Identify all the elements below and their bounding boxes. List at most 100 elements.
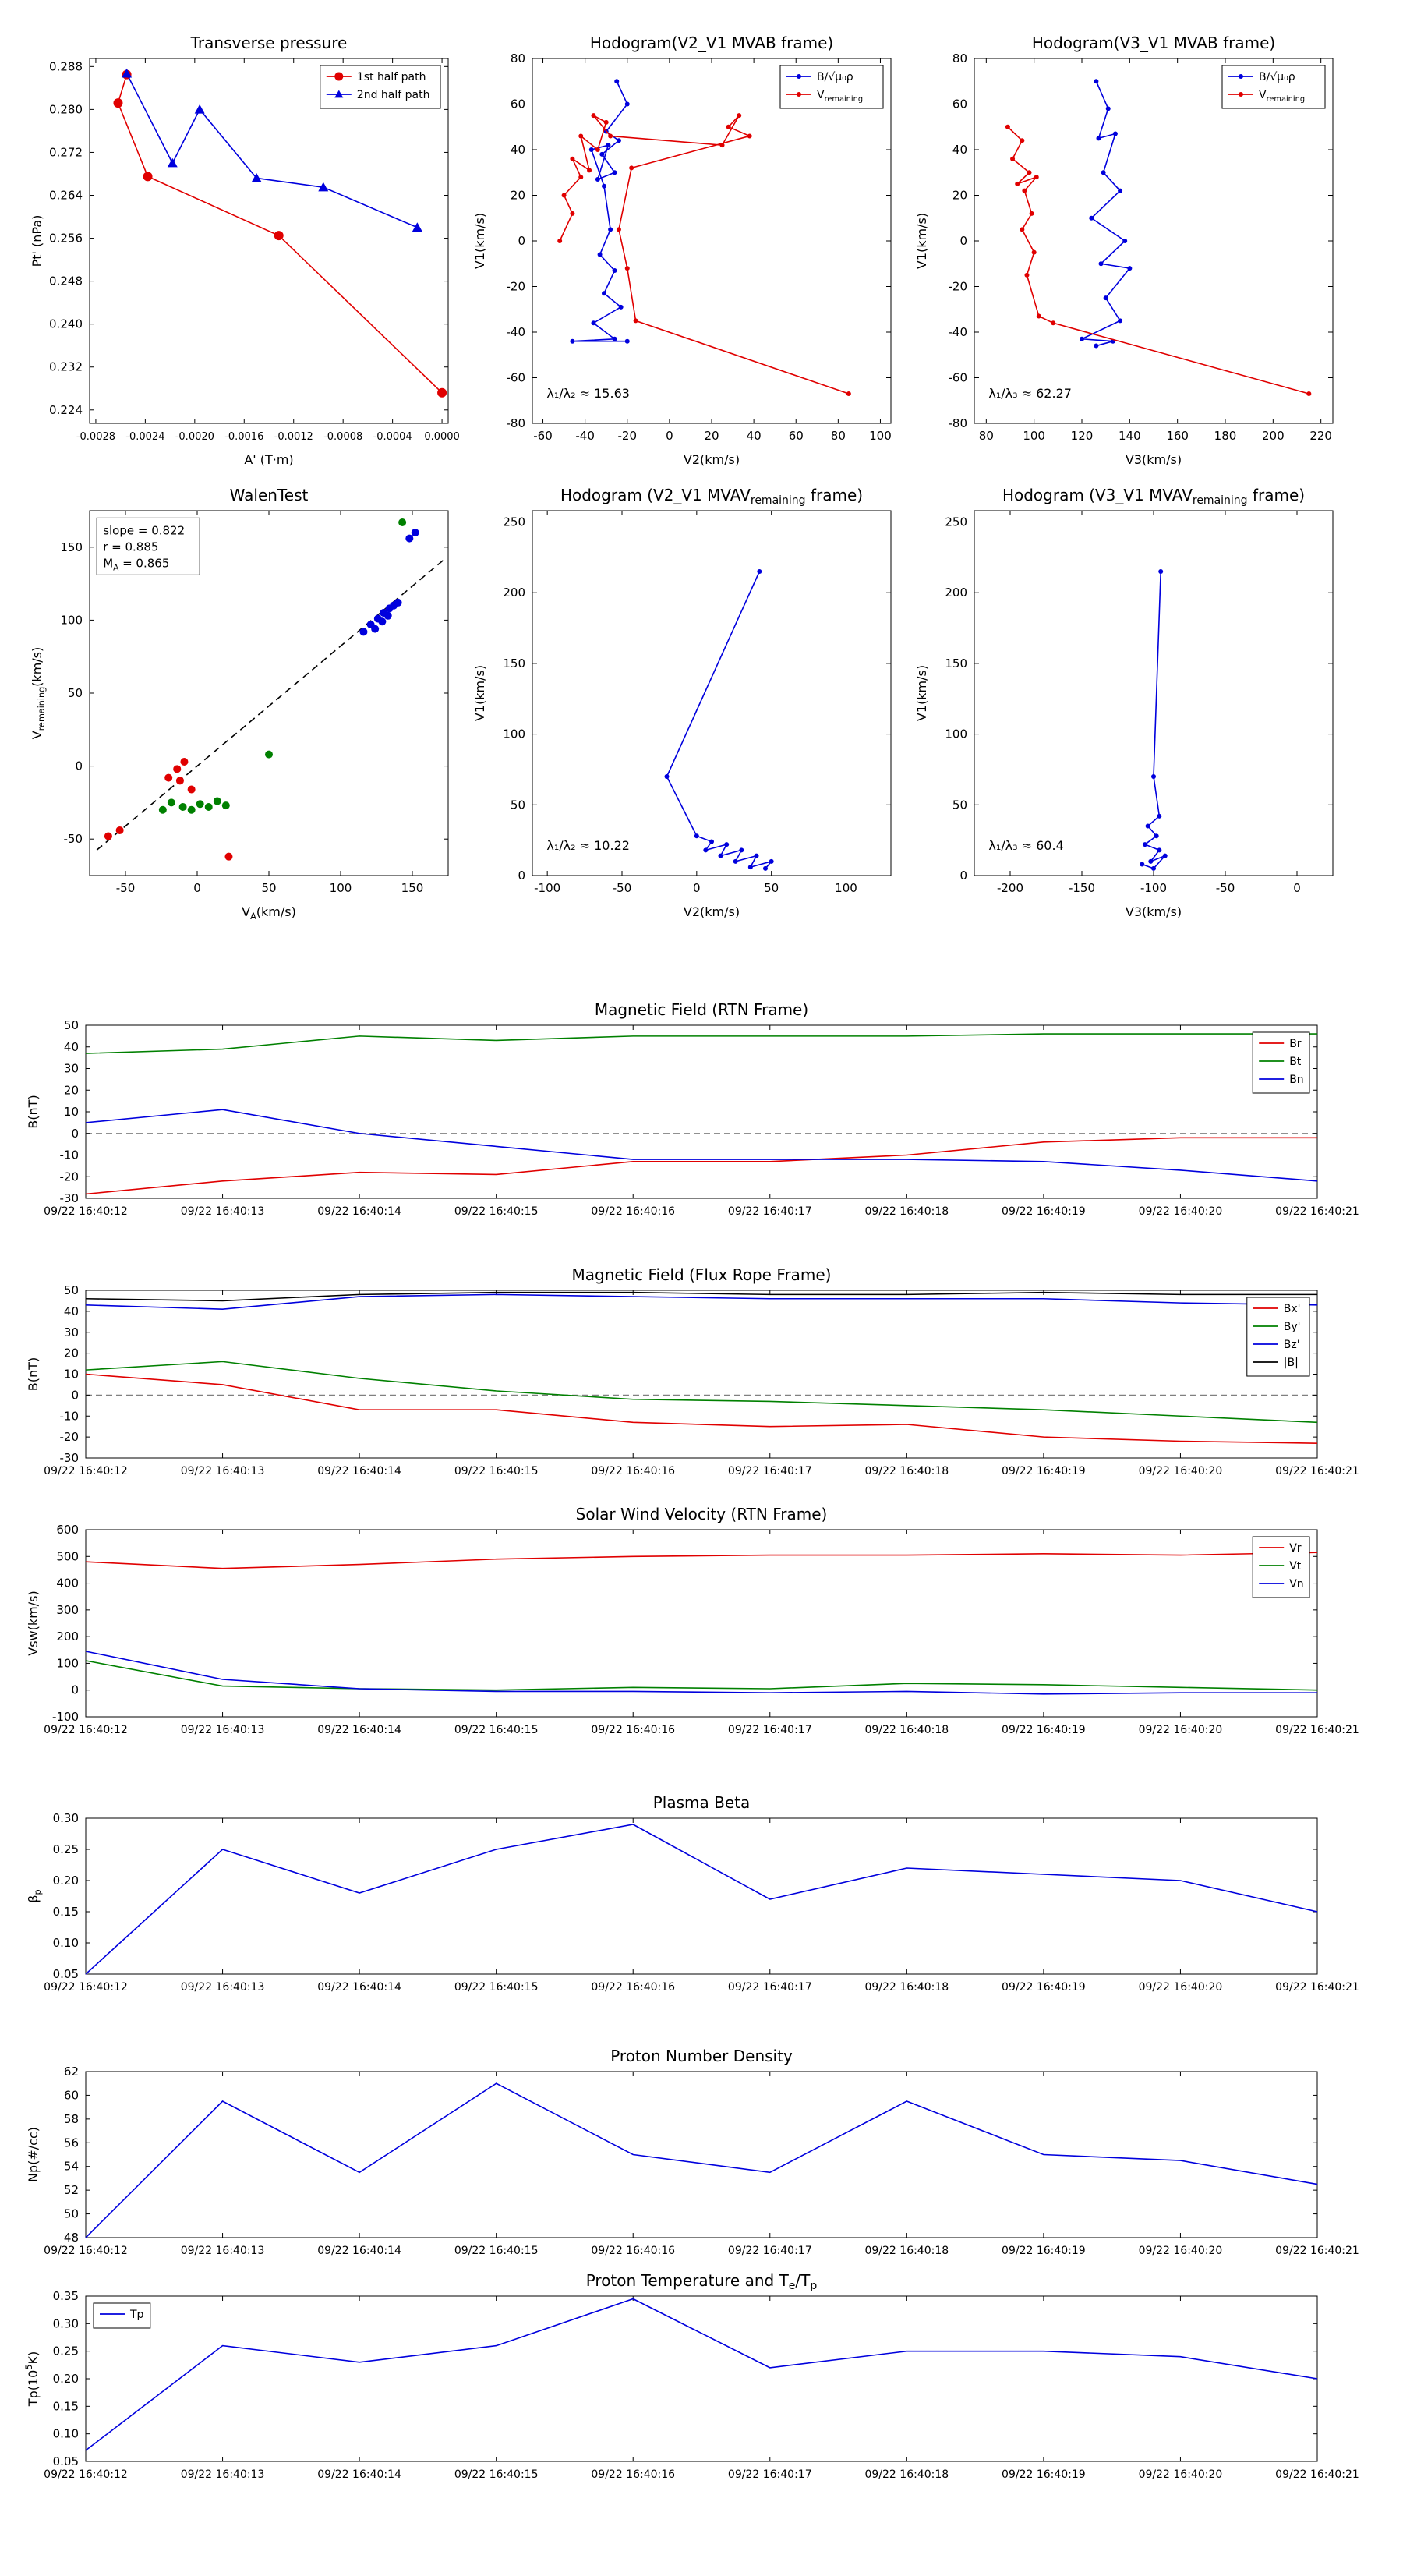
legend: Tp	[93, 2302, 151, 2329]
y-tick-label: 0.256	[49, 232, 83, 246]
series-b	[85, 1291, 1317, 1302]
x-tick-label: -0.0028	[76, 431, 115, 443]
y-tick-label: 40	[64, 1304, 79, 1318]
y-tick-label: 0.272	[49, 145, 83, 159]
chart-solar-wind-velocity-rtn: 09/22 16:40:12 09/22 16:40:13 09/22 16:40:…	[26, 1505, 1359, 1736]
legend: 1st half path 2nd half path	[320, 65, 441, 109]
y-tick-label: 54	[64, 2160, 79, 2174]
x-tick-label: -0.0020	[175, 431, 214, 443]
y-tick-label: 100	[945, 727, 967, 741]
legend: Bx' By' Bz' |B|	[1246, 1297, 1310, 1377]
series-b	[570, 79, 630, 344]
x-tick-label: 0	[666, 429, 673, 443]
x-tick-label: 0	[193, 881, 201, 895]
x-tick-label: 09/22 16:40:21	[1275, 1981, 1359, 1994]
axes-frame	[85, 1290, 1318, 1459]
x-tick-label: 09/22 16:40:18	[864, 2468, 949, 2481]
chart-title: Plasma Beta	[653, 1793, 751, 1812]
y-tick-label: 50	[952, 798, 967, 812]
x-axis-label: A' (T·m)	[244, 452, 293, 467]
series-bn	[85, 1109, 1318, 1182]
y-tick-label: 0.30	[53, 2316, 79, 2330]
y-tick-label: -40	[507, 325, 526, 339]
x-tick-label: 09/22 16:40:16	[591, 1724, 675, 1736]
x-tick-label: 0	[1293, 881, 1301, 895]
y-tick-label: 400	[56, 1576, 79, 1591]
series-redpoints	[104, 757, 233, 861]
stats-box: slope = 0.822 r = 0.885 MA = 0.865	[96, 517, 200, 575]
axes-ticks: 09/22 16:40:12 09/22 16:40:13 09/22 16:40:…	[44, 1283, 1359, 1477]
x-tick-label: -40	[575, 429, 595, 443]
x-tick-label: 09/22 16:40:14	[317, 1981, 401, 1994]
x-tick-label: 09/22 16:40:21	[1275, 1465, 1359, 1477]
svg-text:slope = 0.822: slope = 0.822	[103, 523, 185, 537]
x-tick-label: -100	[1140, 881, 1167, 895]
y-tick-label: -20	[60, 1430, 80, 1444]
x-tick-label: -20	[618, 429, 638, 443]
series-bt	[85, 1033, 1317, 1054]
series-2ndhalfpath	[122, 68, 422, 232]
y-tick-label: 0.264	[49, 189, 83, 203]
x-tick-label: 09/22 16:40:21	[1275, 2468, 1359, 2481]
legend: Br Bt Bn	[1252, 1031, 1310, 1094]
y-tick-label: 0.25	[53, 1842, 79, 1856]
y-tick-label: -40	[949, 325, 968, 339]
x-tick-label: 09/22 16:40:17	[728, 2468, 812, 2481]
y-axis-label: Pt' (nPa)	[30, 215, 44, 267]
axes-frame	[85, 2071, 1318, 2238]
annotation: λ₁/λ₃ ≈ 62.27	[988, 386, 1072, 401]
x-tick-label: 09/22 16:40:19	[1002, 2245, 1086, 2257]
x-tick-label: 200	[1262, 429, 1285, 443]
x-tick-label: -0.0008	[323, 431, 362, 443]
axes-frame	[85, 1817, 1318, 1975]
legend-label: Vr	[1289, 1542, 1302, 1555]
y-tick-label: 0.35	[53, 2289, 79, 2303]
chart-magnetic-field-rtn: 09/22 16:40:12 09/22 16:40:13 09/22 16:40:…	[26, 1000, 1359, 1218]
chart-magnetic-field-flux-rope: 09/22 16:40:12 09/22 16:40:13 09/22 16:40:…	[26, 1265, 1359, 1477]
y-tick-label: 20	[64, 1083, 79, 1097]
x-tick-label: 09/22 16:40:13	[181, 1465, 265, 1477]
x-tick-label: 09/22 16:40:20	[1139, 1981, 1223, 1994]
x-tick-label: -50	[1216, 881, 1235, 895]
legend-label: Vt	[1289, 1560, 1302, 1573]
y-tick-label: 600	[56, 1523, 79, 1537]
annotation: λ₁/λ₂ ≈ 15.63	[546, 386, 630, 401]
y-tick-label: 100	[503, 727, 525, 741]
x-tick-label: 09/22 16:40:16	[591, 1465, 675, 1477]
y-tick-label: 50	[64, 1018, 79, 1032]
y-tick-label: -20	[507, 280, 526, 294]
x-tick-label: 09/22 16:40:20	[1139, 1724, 1223, 1736]
legend-label: 1st half path	[357, 71, 426, 83]
y-tick-label: -100	[52, 1710, 79, 1724]
x-tick-label: 09/22 16:40:12	[44, 1724, 128, 1736]
series-vn	[85, 1651, 1317, 1695]
y-tick-label: 200	[503, 586, 525, 600]
x-tick-label: 0	[693, 881, 701, 895]
x-axis-label: V2(km/s)	[684, 452, 740, 467]
y-tick-label: 40	[511, 143, 525, 157]
x-tick-label: 09/22 16:40:15	[454, 1724, 539, 1736]
y-axis-label: βp	[26, 1889, 43, 1902]
x-tick-label: 50	[764, 881, 779, 895]
y-tick-label: 60	[64, 2088, 79, 2102]
x-tick-label: -200	[997, 881, 1023, 895]
x-tick-label: 09/22 16:40:12	[44, 2468, 128, 2481]
x-tick-label: 09/22 16:40:21	[1275, 1724, 1359, 1736]
axes-frame	[85, 2295, 1318, 2462]
x-tick-label: 09/22 16:40:13	[181, 1724, 265, 1736]
chart-title: WalenTest	[230, 486, 309, 504]
series-vremaining	[557, 113, 851, 396]
y-tick-label: 0.15	[53, 2399, 79, 2413]
y-tick-label: 10	[64, 1368, 79, 1382]
axes-ticks: -0.0028 -0.0024 -0.0020 -0.0016 -0.0012 -0.00…	[49, 58, 460, 443]
y-axis-label: V1(km/s)	[914, 213, 929, 269]
y-tick-label: 0.280	[49, 102, 83, 116]
y-tick-label: 0.30	[53, 1811, 79, 1825]
y-tick-label: 50	[64, 2207, 79, 2221]
x-tick-label: 09/22 16:40:21	[1275, 2245, 1359, 2257]
chart-proton-number-density: 09/22 16:40:12 09/22 16:40:13 09/22 16:40:…	[26, 2047, 1359, 2257]
x-axis-label: VA(km/s)	[242, 904, 296, 922]
y-tick-label: 0.15	[53, 1905, 79, 1919]
legend-label: Br	[1289, 1038, 1302, 1050]
x-tick-label: 09/22 16:40:14	[317, 2245, 401, 2257]
